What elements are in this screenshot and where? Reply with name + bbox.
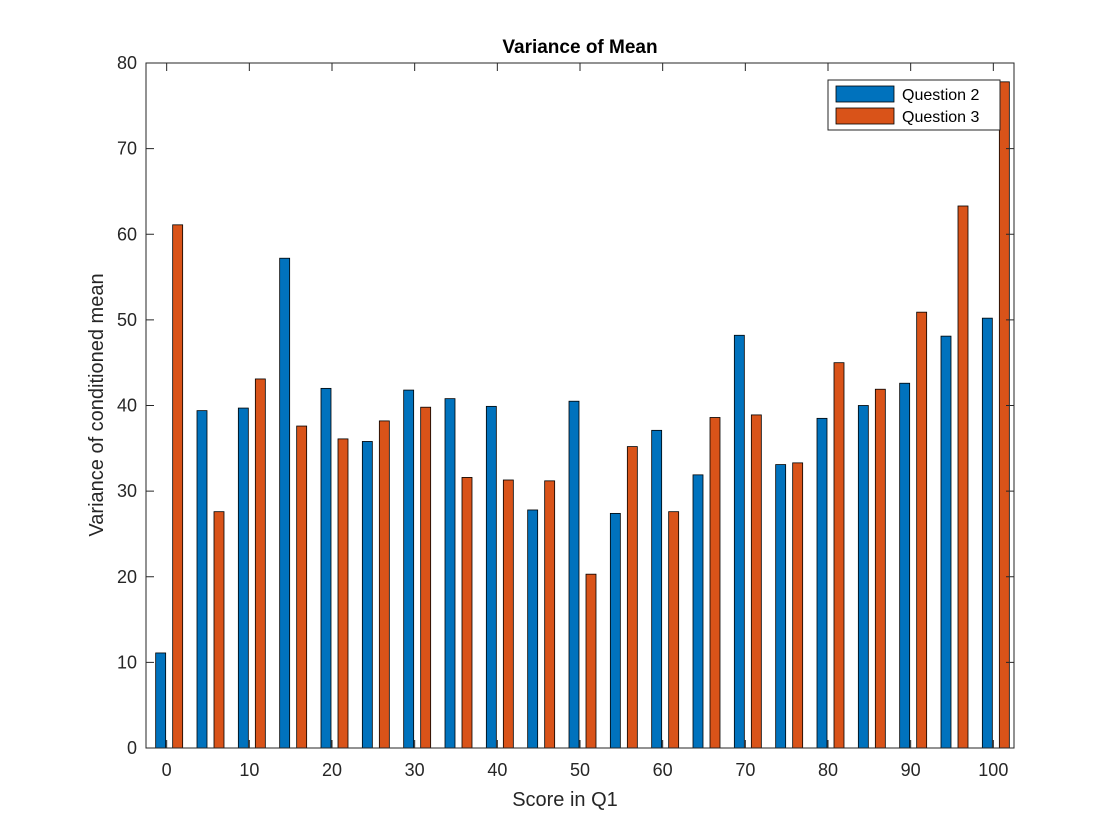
bar-question-3-10 bbox=[254, 378, 266, 749]
x-tick-label: 50 bbox=[570, 760, 590, 780]
bar-question-2-35 bbox=[444, 398, 456, 749]
bar-question-2-30 bbox=[403, 389, 415, 749]
bar-question-2-65 bbox=[692, 474, 704, 749]
y-tick-label: 20 bbox=[117, 567, 137, 587]
bar-question-3-40 bbox=[502, 479, 514, 749]
y-tick-label: 0 bbox=[127, 738, 137, 758]
bar-question-3-55 bbox=[626, 446, 638, 749]
legend-swatch-question-3 bbox=[835, 107, 895, 125]
x-tick-label: 60 bbox=[653, 760, 673, 780]
x-axis-title: Score in Q1 bbox=[512, 789, 618, 811]
bar-question-3-95 bbox=[957, 205, 969, 749]
x-tick-label: 10 bbox=[239, 760, 259, 780]
bar-question-3-20 bbox=[337, 438, 349, 749]
bar-question-2-55 bbox=[609, 512, 621, 749]
x-tick-label: 100 bbox=[978, 760, 1008, 780]
y-tick-label: 10 bbox=[117, 652, 137, 672]
bar-question-2-40 bbox=[485, 405, 497, 749]
axes-group: 0 10 20 30 40 50 60 70 80 0 10 20 30 40 50 60 70 80 90 100 bbox=[117, 53, 1015, 780]
bar-question-3-25 bbox=[378, 420, 390, 749]
x-tick-label: 80 bbox=[818, 760, 838, 780]
chart-title: Variance of Mean bbox=[502, 37, 657, 58]
bar-question-2-75 bbox=[775, 464, 787, 749]
bars-group bbox=[155, 81, 1010, 749]
bar-question-2-70 bbox=[733, 334, 745, 749]
bar-question-2-5 bbox=[196, 410, 208, 749]
bar-question-3-50 bbox=[585, 573, 597, 749]
bar-question-2-20 bbox=[320, 387, 332, 749]
legend-label-question-3: Question 3 bbox=[902, 109, 979, 126]
y-axis-title: Variance of conditioned mean bbox=[86, 273, 108, 536]
bar-question-3-45 bbox=[544, 480, 556, 749]
x-tick-label: 90 bbox=[901, 760, 921, 780]
bar-question-3-90 bbox=[916, 311, 928, 749]
plot-area bbox=[146, 63, 1014, 748]
bar-question-2-45 bbox=[527, 509, 539, 749]
bar-question-3-80 bbox=[833, 362, 845, 749]
bar-question-3-5 bbox=[213, 511, 225, 749]
x-tick-label: 0 bbox=[162, 760, 172, 780]
bar-question-2-95 bbox=[940, 335, 952, 749]
bar-question-3-60 bbox=[668, 511, 680, 749]
bar-question-3-15 bbox=[296, 425, 308, 749]
bar-question-3-85 bbox=[874, 388, 886, 749]
bar-question-2-0 bbox=[155, 652, 167, 749]
bar-question-3-75 bbox=[792, 462, 804, 749]
y-tick-label: 70 bbox=[117, 139, 137, 159]
x-tick-label: 40 bbox=[487, 760, 507, 780]
y-tick-label: 40 bbox=[117, 396, 137, 416]
x-tick-label: 30 bbox=[405, 760, 425, 780]
y-tick-label: 60 bbox=[117, 224, 137, 244]
bar-question-2-85 bbox=[857, 405, 869, 749]
legend: Question 2 Question 3 bbox=[827, 79, 1001, 131]
bar-question-2-60 bbox=[651, 429, 663, 749]
legend-swatch-question-2 bbox=[835, 85, 895, 103]
bar-question-3-35 bbox=[461, 477, 473, 749]
y-tick-label: 50 bbox=[117, 310, 137, 330]
bar-question-3-100 bbox=[998, 81, 1010, 749]
bar-question-2-50 bbox=[568, 400, 580, 749]
y-tick-label: 30 bbox=[117, 481, 137, 501]
bar-question-3-65 bbox=[709, 417, 721, 749]
bar-question-2-15 bbox=[279, 257, 291, 749]
bar-question-2-80 bbox=[816, 417, 828, 749]
bar-question-3-70 bbox=[750, 414, 762, 749]
bar-question-3-0 bbox=[172, 224, 184, 749]
bar-question-2-10 bbox=[237, 407, 249, 749]
x-tick-label: 70 bbox=[735, 760, 755, 780]
x-tick-label: 20 bbox=[322, 760, 342, 780]
bar-question-2-25 bbox=[361, 441, 373, 749]
bar-question-3-30 bbox=[420, 406, 432, 749]
bar-question-2-100 bbox=[981, 317, 993, 749]
y-tick-label: 80 bbox=[117, 53, 137, 73]
legend-label-question-2: Question 2 bbox=[902, 87, 979, 104]
bar-question-2-90 bbox=[899, 382, 911, 749]
